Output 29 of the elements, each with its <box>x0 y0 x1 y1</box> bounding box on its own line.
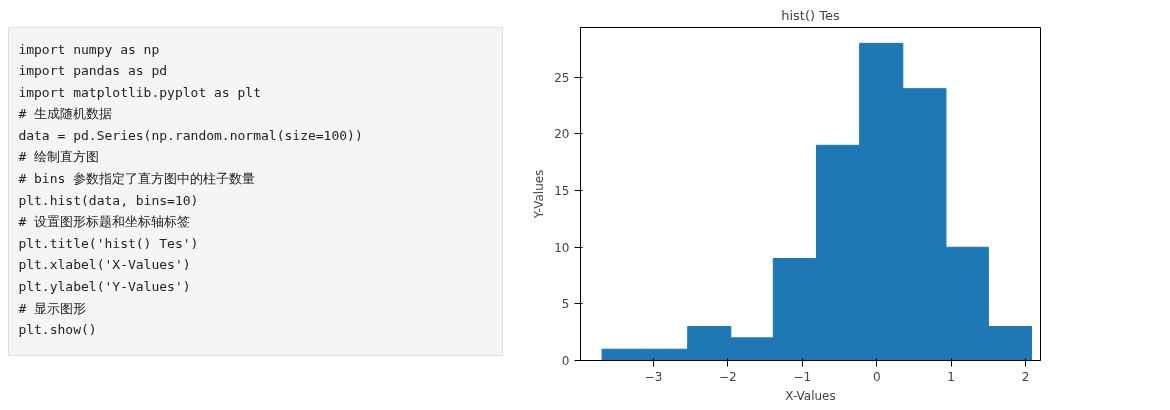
x-tick-label: 1 <box>947 369 955 384</box>
x-tick-label: −1 <box>793 369 812 384</box>
x-tick-label: −3 <box>644 369 663 384</box>
text: # 设置图形标题和坐标轴标签 <box>18 214 191 230</box>
y-axis-title: Y-Values <box>532 169 547 220</box>
text: import numpy as np <box>18 41 160 57</box>
text: data = pd.Series(np.random.normal(size=100)) <box>18 127 363 143</box>
text: # 显示图形 <box>18 300 87 316</box>
y-tick-label: 20 <box>554 127 570 142</box>
text: plt.show() <box>18 322 97 338</box>
x-tick-label: −2 <box>719 369 737 384</box>
x-tick-label: 0 <box>872 369 881 384</box>
y-tick-label: 0 <box>561 354 570 368</box>
x-axis-title: X-Values <box>785 388 836 403</box>
text: # 绘制直方图 <box>18 149 100 165</box>
text: # 生成随机数据 <box>18 106 113 122</box>
x-tick-label: 2 <box>1021 369 1030 384</box>
text: plt.xlabel('X-Values') <box>18 257 191 273</box>
text: plt.title('hist() Tes') <box>18 235 199 251</box>
y-tick-label: 15 <box>554 184 570 199</box>
y-tick-label: 5 <box>561 297 570 312</box>
chart-title: hist() Tes <box>781 7 840 23</box>
text: plt.ylabel('Y-Values') <box>18 278 191 294</box>
text: # bins 参数指定了直方图中的柱子数量 <box>18 171 256 187</box>
y-tick-label: 10 <box>554 240 570 255</box>
y-tick-label: 25 <box>554 70 570 85</box>
text: import pandas as pd <box>18 63 168 79</box>
text: import matplotlib.pyplot as plt <box>18 84 262 100</box>
text: plt.hist(data, bins=10) <box>18 192 199 208</box>
